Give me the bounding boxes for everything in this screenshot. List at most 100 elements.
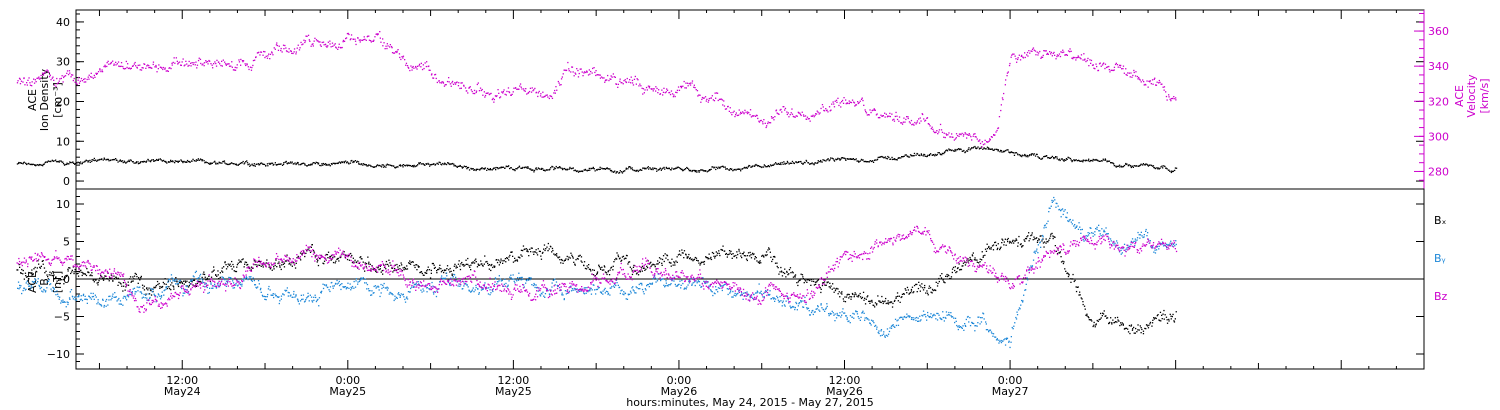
data-point [305,297,308,299]
data-point [153,160,156,162]
data-point [881,295,883,298]
data-point [512,274,514,276]
data-point [312,162,314,164]
data-point [43,289,45,291]
data-point [42,74,45,76]
data-point [370,165,372,168]
data-point [941,152,943,155]
data-point [451,82,453,84]
data-point [533,282,535,285]
data-point [1109,71,1111,73]
y-tick-label: −10 [47,348,70,361]
data-point [826,109,828,111]
data-point [162,281,164,284]
data-point [844,296,846,298]
data-point [754,256,756,258]
data-point [566,255,568,258]
data-point [214,160,216,162]
data-point [840,106,842,108]
data-point [830,157,832,159]
data-point [1056,54,1059,56]
data-point [174,162,176,164]
data-point [413,264,415,267]
data-point [855,104,857,106]
data-point [1141,164,1144,166]
data-point [598,74,600,76]
data-point [528,277,530,279]
data-point [382,273,384,275]
data-point [683,250,686,252]
data-point [389,262,391,264]
data-point [859,160,861,162]
data-point [1023,239,1025,241]
data-point [157,68,159,70]
data-point [378,286,380,288]
data-point [398,292,400,294]
data-point [588,69,590,71]
data-point [196,282,199,284]
data-point [880,156,882,158]
data-point [407,164,409,166]
data-point [316,258,318,260]
data-point [380,292,382,294]
data-point [712,166,714,168]
data-point [539,294,541,296]
data-point [144,160,146,163]
data-point [613,76,615,78]
data-point [252,277,254,279]
data-point [225,64,227,66]
data-point [835,159,838,161]
data-point [512,91,514,93]
data-point [447,162,450,164]
data-point [52,271,54,273]
data-point [842,157,844,159]
data-point [1130,72,1132,74]
data-point [545,248,547,250]
data-point [560,78,563,80]
data-point [725,108,728,110]
data-point [791,108,793,110]
data-point [146,65,148,67]
data-point [469,86,471,88]
data-point [676,166,678,168]
data-point [577,258,579,260]
data-point [773,163,776,165]
data-point [680,85,682,88]
data-point [1111,323,1113,325]
data-point [254,284,256,286]
data-point [337,257,339,260]
data-point [897,157,899,159]
data-point [388,259,390,261]
data-point [998,116,1001,118]
data-point [399,268,401,270]
data-point [158,294,160,296]
data-point [67,163,69,165]
data-point [1170,315,1172,317]
data-point [77,79,79,81]
data-point [486,92,488,94]
data-point [598,265,600,268]
data-point [493,101,495,103]
data-point [467,286,469,288]
data-point [610,75,612,77]
data-point [682,170,684,172]
data-point [551,97,554,99]
data-point [623,170,625,172]
data-point [98,280,100,282]
data-point [1089,160,1091,163]
data-point [255,260,257,262]
data-point [280,295,283,297]
data-point [393,165,395,167]
data-point [817,279,819,281]
data-point [576,291,578,293]
data-point [1047,53,1049,55]
data-point [419,271,421,274]
data-point [53,84,56,86]
data-point [544,95,546,97]
data-point [1076,56,1079,59]
data-point [208,275,210,277]
data-point [79,299,81,301]
data-point [151,159,153,161]
data-point [534,286,536,289]
data-point [483,91,485,93]
